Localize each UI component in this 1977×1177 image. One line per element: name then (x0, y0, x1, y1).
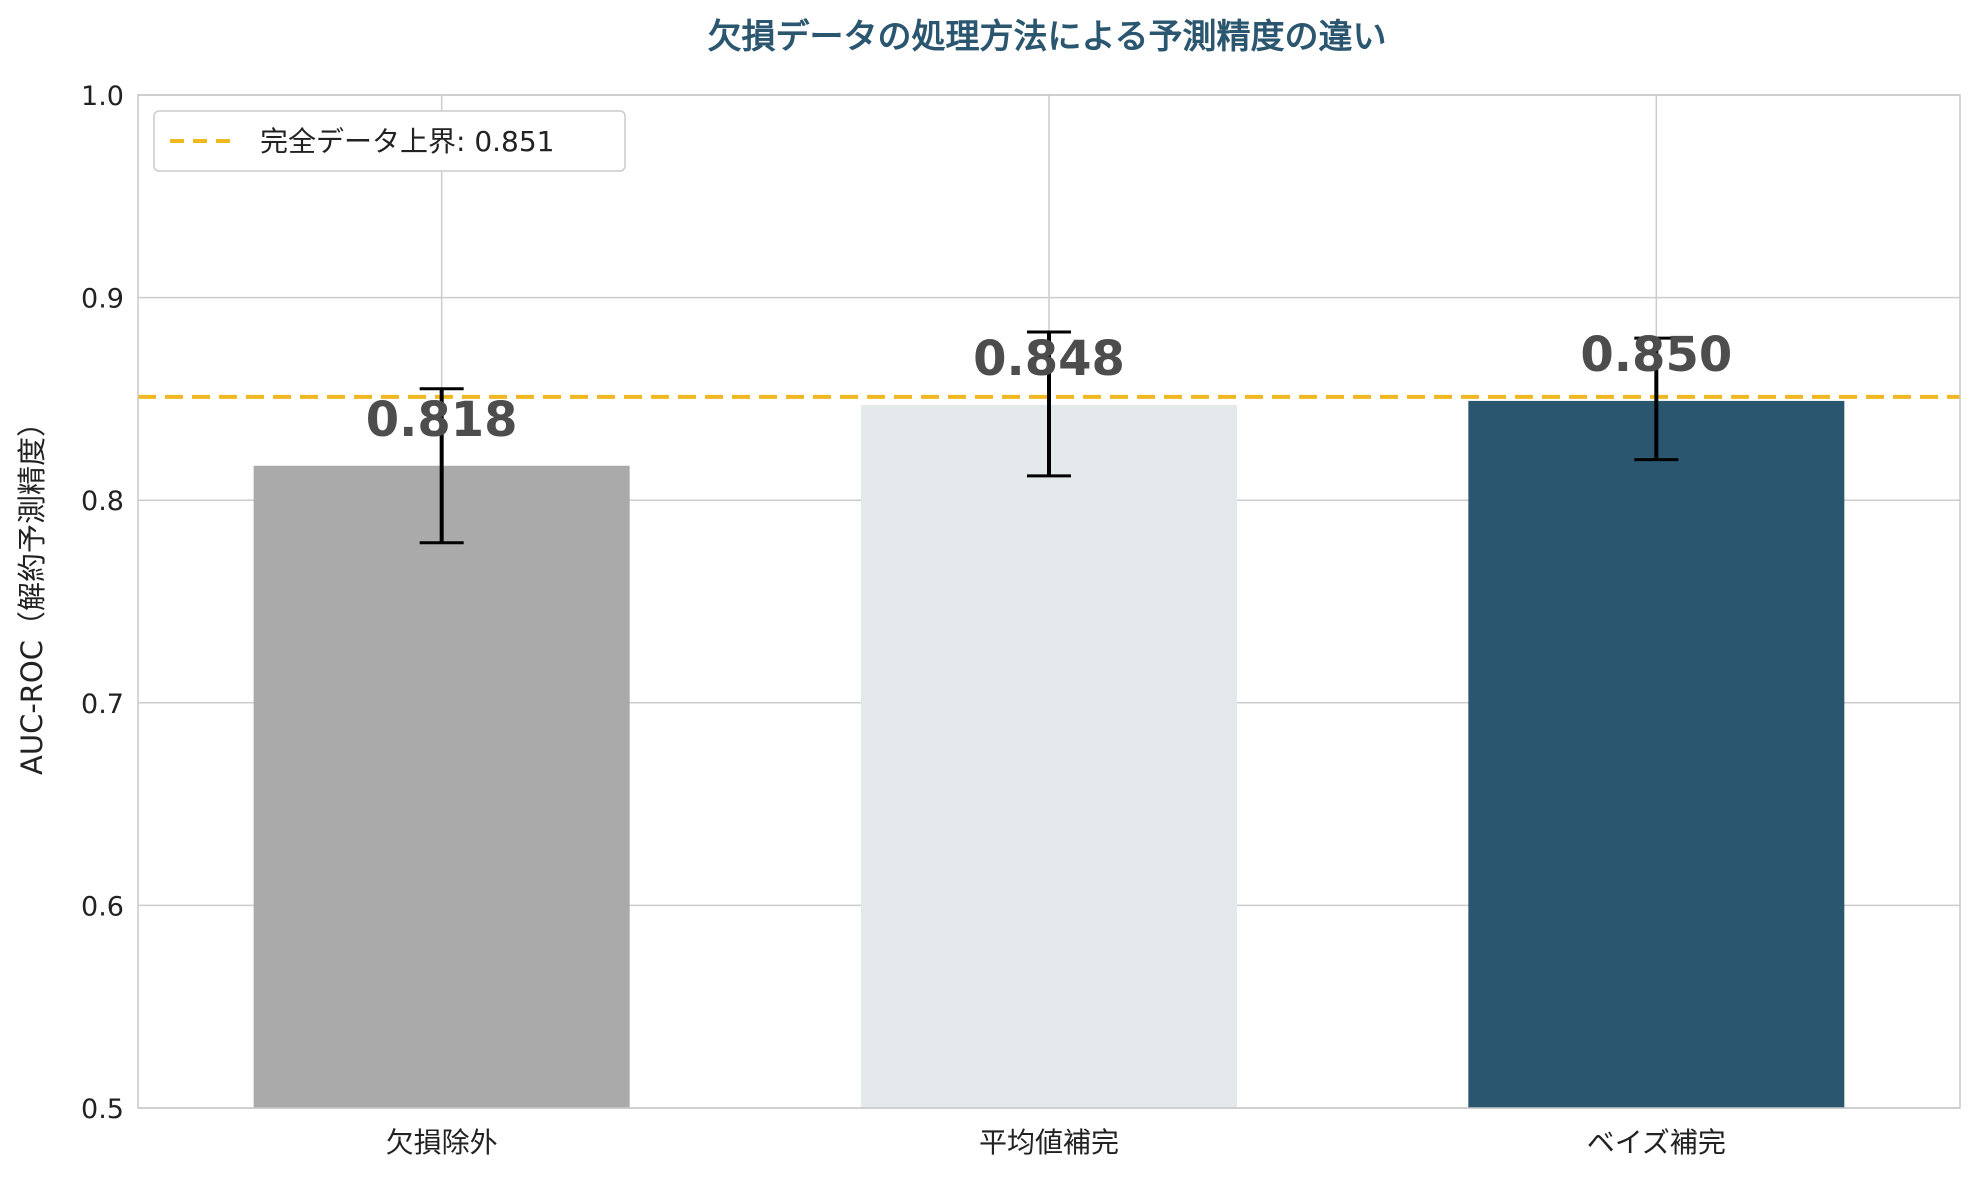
y-tick-label: 0.6 (81, 891, 124, 922)
value-labels: 0.818 0.848 0.850 (366, 327, 1732, 448)
y-tick-label: 0.8 (81, 486, 124, 517)
y-tick-label: 1.0 (81, 81, 124, 112)
x-tick-label: ベイズ補完 (1587, 1126, 1726, 1159)
bar (253, 465, 630, 1108)
y-axis-label: AUC-ROC（解約予測精度） (15, 408, 49, 775)
value-label: 0.818 (366, 392, 518, 448)
y-tick-label: 0.7 (81, 689, 124, 720)
value-label: 0.850 (1580, 327, 1732, 383)
axes: 0.5 0.6 0.7 0.8 0.9 1.0 欠損除外 平均値補完 ベイズ補完 (81, 81, 1726, 1159)
value-label: 0.848 (973, 331, 1125, 387)
legend-label: 完全データ上界: 0.851 (260, 125, 555, 158)
bar (861, 404, 1237, 1108)
x-tick-label: 欠損除外 (386, 1126, 498, 1159)
bars (253, 400, 1845, 1108)
legend-box (153, 110, 626, 172)
chart-title: 欠損データの処理方法による予測精度の違い (708, 17, 1387, 57)
bar (1468, 400, 1845, 1108)
y-tick-label: 0.9 (81, 284, 124, 315)
legend: 完全データ上界: 0.851 (153, 110, 626, 172)
x-tick-label: 平均値補完 (979, 1126, 1119, 1159)
error-bars (419, 330, 1679, 545)
plot-frame (137, 94, 1961, 1109)
y-tick-label: 0.5 (81, 1094, 124, 1125)
